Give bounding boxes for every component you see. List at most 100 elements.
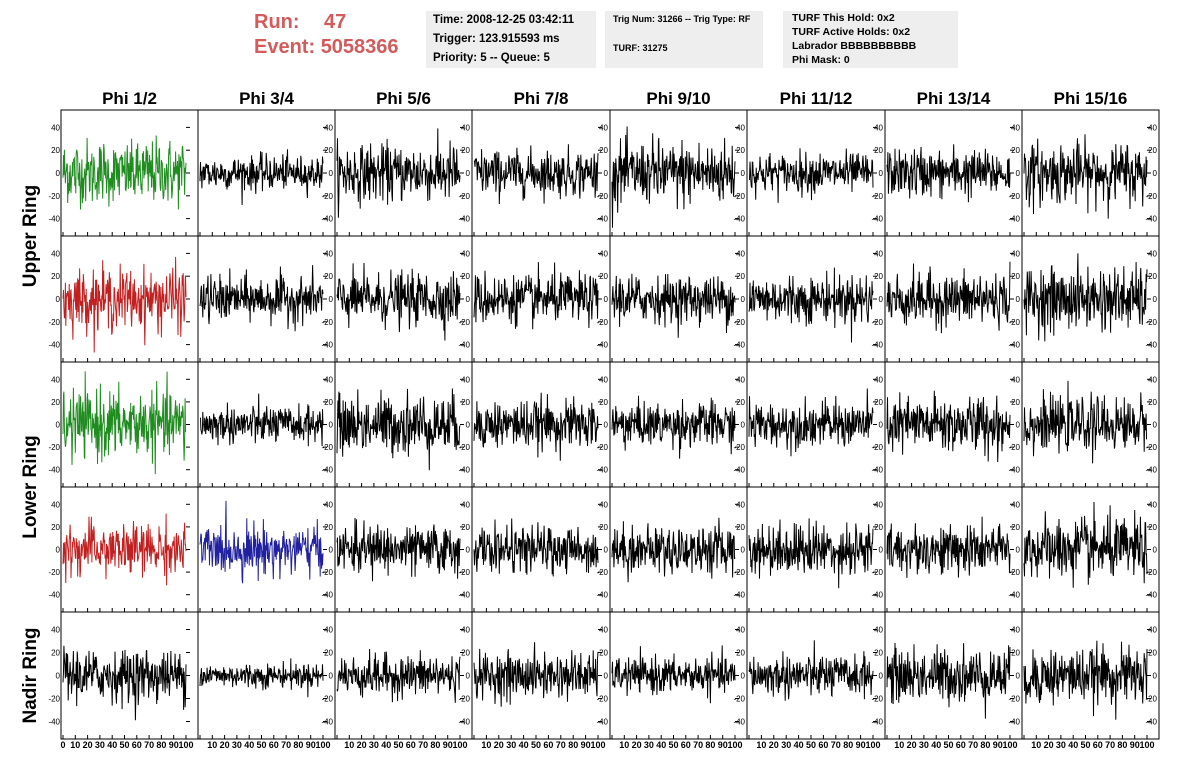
x-tick-label: 80 <box>980 740 990 750</box>
y-tick-label: 40 <box>1011 500 1020 509</box>
y-tick-label: -40 <box>1008 718 1020 727</box>
y-tick-label: -40 <box>1145 591 1157 600</box>
column-header: Phi 13/14 <box>917 89 991 108</box>
x-tick-label: 80 <box>1117 740 1127 750</box>
y-tick-label: 20 <box>1011 272 1020 281</box>
y-tick-label: -20 <box>321 318 333 327</box>
waveform-trace <box>336 262 461 341</box>
y-tick-label: 20 <box>51 146 60 155</box>
y-tick-label: 40 <box>324 249 333 258</box>
y-tick-label: 20 <box>874 523 883 532</box>
y-tick-label: 20 <box>1148 523 1157 532</box>
x-tick-label: 20 <box>632 740 642 750</box>
y-tick-label: 20 <box>1011 398 1020 407</box>
x-tick-label: 50 <box>531 740 541 750</box>
x-tick-label: 10 <box>619 740 629 750</box>
y-tick-label: -40 <box>596 466 608 475</box>
x-tick-label: 10 <box>894 740 904 750</box>
column-header: Phi 3/4 <box>239 89 294 108</box>
turf-info-box: TURF This Hold: 0x2 TURF Active Holds: 0… <box>783 11 958 68</box>
x-tick-label: 20 <box>83 740 93 750</box>
y-tick-label: -20 <box>1145 192 1157 201</box>
waveform-panel <box>60 235 199 363</box>
x-tick-label: 40 <box>244 740 254 750</box>
waveform-panel <box>60 611 199 740</box>
waveform-trace <box>62 371 187 475</box>
y-tick-label: 40 <box>1011 123 1020 132</box>
turf-text: TURF: 31275 <box>613 43 668 53</box>
y-tick-label: 20 <box>461 398 470 407</box>
event-label: Event: <box>254 36 316 58</box>
waveform-trace <box>611 517 736 583</box>
y-tick-label: -40 <box>871 466 883 475</box>
x-tick-label: 40 <box>931 740 941 750</box>
x-tick-label: 50 <box>119 740 129 750</box>
y-tick-label: 20 <box>874 649 883 658</box>
y-tick-label: 20 <box>461 649 470 658</box>
waveform-trace <box>1023 501 1148 588</box>
y-tick-label: 20 <box>874 146 883 155</box>
x-tick-label: 20 <box>769 740 779 750</box>
row-title: Upper Ring <box>20 185 41 287</box>
x-tick-label: 10 <box>756 740 766 750</box>
y-tick-label: 20 <box>461 272 470 281</box>
y-tick-label: 20 <box>599 272 608 281</box>
y-tick-label: -20 <box>458 443 470 452</box>
waveform-trace <box>611 645 736 704</box>
row-title: Nadir Ring <box>20 627 41 723</box>
trig-num-text: Trig Num: 31266 -- Trig Type: RF <box>613 14 751 24</box>
y-tick-label: 0 <box>1153 169 1158 178</box>
y-tick-label: -40 <box>733 341 745 350</box>
y-tick-label: -20 <box>458 695 470 704</box>
y-tick-label: 0 <box>741 421 746 430</box>
y-tick-label: 40 <box>51 123 60 132</box>
y-tick-label: 0 <box>56 295 61 304</box>
waveform-panel <box>1021 361 1160 488</box>
y-tick-label: -40 <box>48 718 60 727</box>
x-tick-label: 10 <box>70 740 80 750</box>
x-tick-label: 70 <box>1105 740 1115 750</box>
y-tick-label: 0 <box>466 672 471 681</box>
waveform-trace <box>749 148 874 203</box>
y-tick-label: 40 <box>874 123 883 132</box>
y-tick-label: -40 <box>48 215 60 224</box>
y-tick-label: -40 <box>596 215 608 224</box>
y-tick-label: -40 <box>1008 591 1020 600</box>
y-tick-label: 0 <box>329 295 334 304</box>
column-header: Phi 9/10 <box>646 89 710 108</box>
waveform-panel <box>884 361 1023 488</box>
x-tick-label: 80 <box>568 740 578 750</box>
waveform-trace <box>748 640 874 701</box>
y-tick-label: 0 <box>466 169 471 178</box>
time-text: Time: 2008-12-25 03:42:11 <box>433 14 575 26</box>
waveform-panel <box>609 235 748 363</box>
timing-info-box: Time: 2008-12-25 03:42:11 Trigger: 123.9… <box>426 11 596 68</box>
x-tick-label: 100 <box>865 740 880 750</box>
waveform-trace <box>199 658 324 698</box>
waveform-panel <box>884 109 1023 237</box>
y-tick-label: -20 <box>48 318 60 327</box>
waveform-panel <box>609 109 748 237</box>
y-tick-label: 40 <box>599 626 608 635</box>
y-tick-label: 40 <box>874 249 883 258</box>
y-tick-label: 0 <box>879 169 884 178</box>
y-tick-label: -40 <box>1008 466 1020 475</box>
x-tick-label: 90 <box>1130 740 1140 750</box>
waveform-trace <box>473 392 599 461</box>
x-tick-label: 100 <box>1002 740 1017 750</box>
waveform-panel <box>1021 486 1160 613</box>
x-tick-label: 90 <box>718 740 728 750</box>
y-tick-label: 0 <box>604 421 609 430</box>
x-tick-label: 60 <box>681 740 691 750</box>
waveform-trace <box>473 262 599 330</box>
x-tick-label: 50 <box>256 740 266 750</box>
y-tick-label: 0 <box>1153 672 1158 681</box>
y-tick-label: 20 <box>1148 146 1157 155</box>
run-event-header: Run: 47 Event: 5058366 <box>254 10 399 60</box>
y-tick-label: -40 <box>458 215 470 224</box>
x-tick-label: 30 <box>95 740 105 750</box>
y-tick-label: -20 <box>733 318 745 327</box>
y-tick-label: 0 <box>1016 421 1021 430</box>
x-tick-label: 60 <box>269 740 279 750</box>
y-tick-label: 0 <box>56 421 61 430</box>
